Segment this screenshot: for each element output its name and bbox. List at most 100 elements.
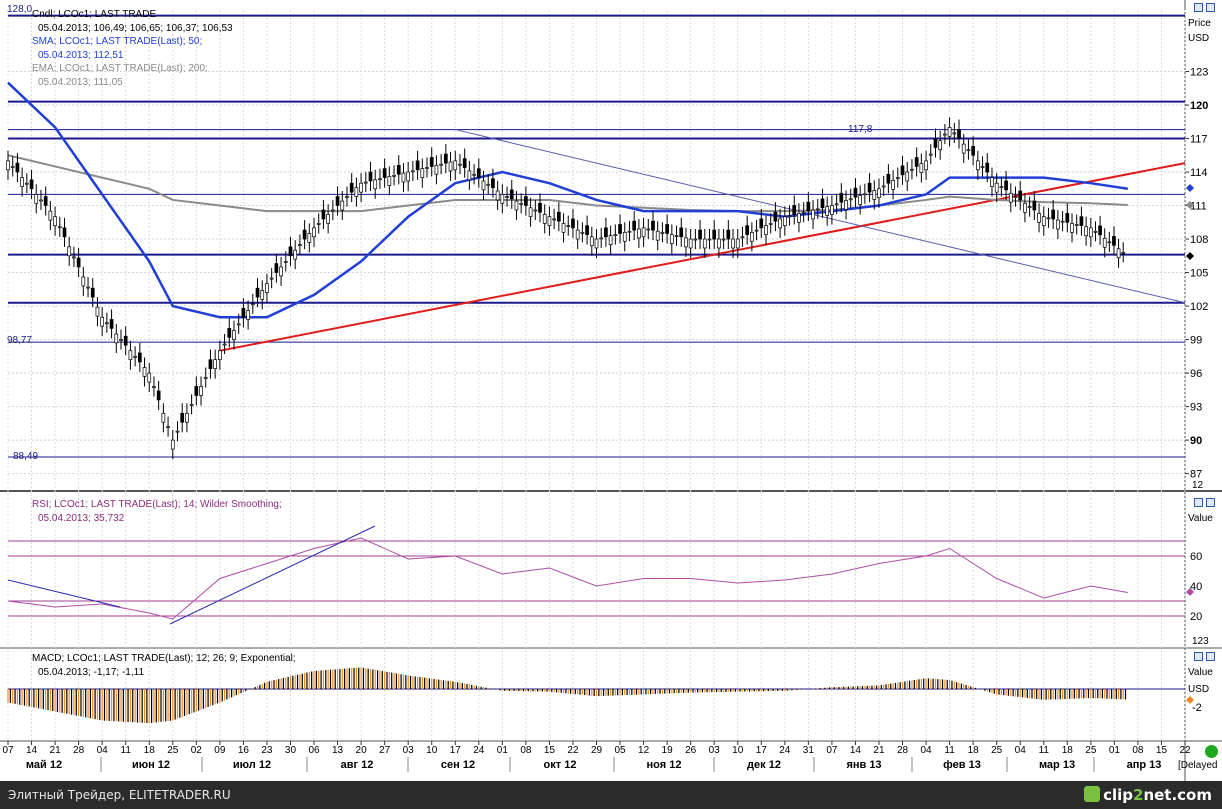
candle-body xyxy=(443,153,448,164)
candle-body xyxy=(665,224,669,234)
candle-body xyxy=(735,238,740,249)
candle-body xyxy=(877,188,881,199)
price-tick-label: 90 xyxy=(1190,435,1202,447)
candle-body xyxy=(707,238,712,241)
date-tick-label: 30 xyxy=(285,745,297,756)
candle-body xyxy=(288,246,293,257)
logo-tail: net.com xyxy=(1143,786,1212,804)
close-pane-button[interactable] xyxy=(1206,3,1215,12)
candle-body xyxy=(415,160,420,171)
date-tick-label: 04 xyxy=(920,745,932,756)
candle-body xyxy=(853,187,858,198)
footer-credit: Элитный Трейдер, ELITETRADER.RU xyxy=(8,788,231,802)
candle-body xyxy=(95,306,100,317)
legend-line: 05.04.2013; 111,05 xyxy=(38,76,123,88)
candle-body xyxy=(688,238,693,249)
candle-body xyxy=(834,203,839,206)
candle-body xyxy=(462,158,467,168)
date-tick-label: 22 xyxy=(567,745,579,756)
candle-body xyxy=(241,307,246,318)
candle-body xyxy=(505,196,509,198)
candle-body xyxy=(1004,180,1008,191)
date-tick-label: 11 xyxy=(944,745,955,756)
clip2net-icon xyxy=(1084,786,1101,802)
candle-body xyxy=(1008,192,1013,203)
month-label: янв 13 xyxy=(846,759,881,771)
candle-body xyxy=(86,286,90,289)
candle-body xyxy=(566,225,571,227)
candle-body xyxy=(81,276,86,287)
candle-body xyxy=(660,231,665,234)
date-tick-label: 18 xyxy=(968,745,980,756)
date-tick-label: 24 xyxy=(779,745,791,756)
rsi-trendline xyxy=(169,525,376,625)
candle-body xyxy=(528,207,533,218)
rsi-value-marker xyxy=(1186,588,1194,596)
date-tick-label: 25 xyxy=(1085,745,1097,756)
candle-body xyxy=(891,180,895,190)
candle-body xyxy=(1051,209,1056,220)
minimize-pane-button[interactable] xyxy=(1194,498,1203,507)
candle-body xyxy=(161,412,166,423)
macd-axis-unit: USD xyxy=(1188,684,1210,695)
date-tick-label: 29 xyxy=(591,745,603,756)
candle-body xyxy=(114,333,119,344)
price-axis-unit: USD xyxy=(1188,33,1210,44)
close-pane-button[interactable] xyxy=(1206,652,1215,661)
candle-body xyxy=(147,372,152,383)
candle-body xyxy=(194,386,199,396)
candle-body xyxy=(340,200,345,211)
candle-body xyxy=(900,165,905,176)
rsi-corner: 123 xyxy=(1192,636,1209,647)
legend-line: 05.04.2013; -1,17; -1,11 xyxy=(38,666,145,678)
candle-body xyxy=(745,225,750,235)
candle-body xyxy=(203,377,208,379)
candle-body xyxy=(881,185,886,188)
date-tick-label: 23 xyxy=(261,745,273,756)
price-tick-label: 93 xyxy=(1190,402,1202,414)
candle-body xyxy=(524,196,528,206)
candle-body xyxy=(801,211,806,214)
candle-body xyxy=(486,183,491,186)
candle-body xyxy=(594,238,599,249)
price-tick-label: 96 xyxy=(1190,368,1202,380)
candle-body xyxy=(957,129,961,139)
candle-body xyxy=(952,132,957,135)
candle-body xyxy=(500,194,505,204)
candle-body xyxy=(1041,216,1046,226)
minimize-pane-button[interactable] xyxy=(1194,652,1203,661)
status-indicator-icon xyxy=(1205,745,1218,758)
candle-body xyxy=(679,227,684,238)
close-pane-button[interactable] xyxy=(1206,498,1215,507)
candle-body xyxy=(651,220,655,231)
footer-bar: Элитный Трейдер, ELITETRADER.RU clip2net… xyxy=(0,781,1222,809)
candle-body xyxy=(928,153,933,156)
candle-body xyxy=(844,200,848,210)
candle-body xyxy=(1074,224,1079,226)
candle-body xyxy=(971,145,975,156)
candle-body xyxy=(1023,202,1027,213)
candle-body xyxy=(378,178,382,181)
date-tick-label: 03 xyxy=(709,745,721,756)
candle-body xyxy=(886,173,891,184)
date-tick-label: 21 xyxy=(50,745,62,756)
logo-accent: 2 xyxy=(1133,786,1144,804)
minimize-pane-button[interactable] xyxy=(1194,3,1203,12)
candle-body xyxy=(67,246,72,257)
candle-body xyxy=(321,209,326,220)
rsi-tick-label: 20 xyxy=(1190,611,1202,623)
date-tick-label: 22 xyxy=(1179,745,1191,756)
date-tick-label: 02 xyxy=(191,745,203,756)
month-label: июн 12 xyxy=(132,759,170,771)
candle-body xyxy=(961,143,966,154)
candle-body xyxy=(420,168,425,178)
legend-line: 05.04.2013; 106,49; 106,65; 106,37; 106,… xyxy=(38,22,233,34)
candle-body xyxy=(15,162,20,173)
candle-body xyxy=(368,171,373,182)
date-tick-label: 24 xyxy=(473,745,485,756)
candle-body xyxy=(481,180,486,191)
date-tick-label: 17 xyxy=(450,745,462,756)
candle-body xyxy=(227,328,232,338)
legend-line: MACD; LCOc1; LAST TRADE(Last); 12; 26; 9… xyxy=(32,653,296,664)
